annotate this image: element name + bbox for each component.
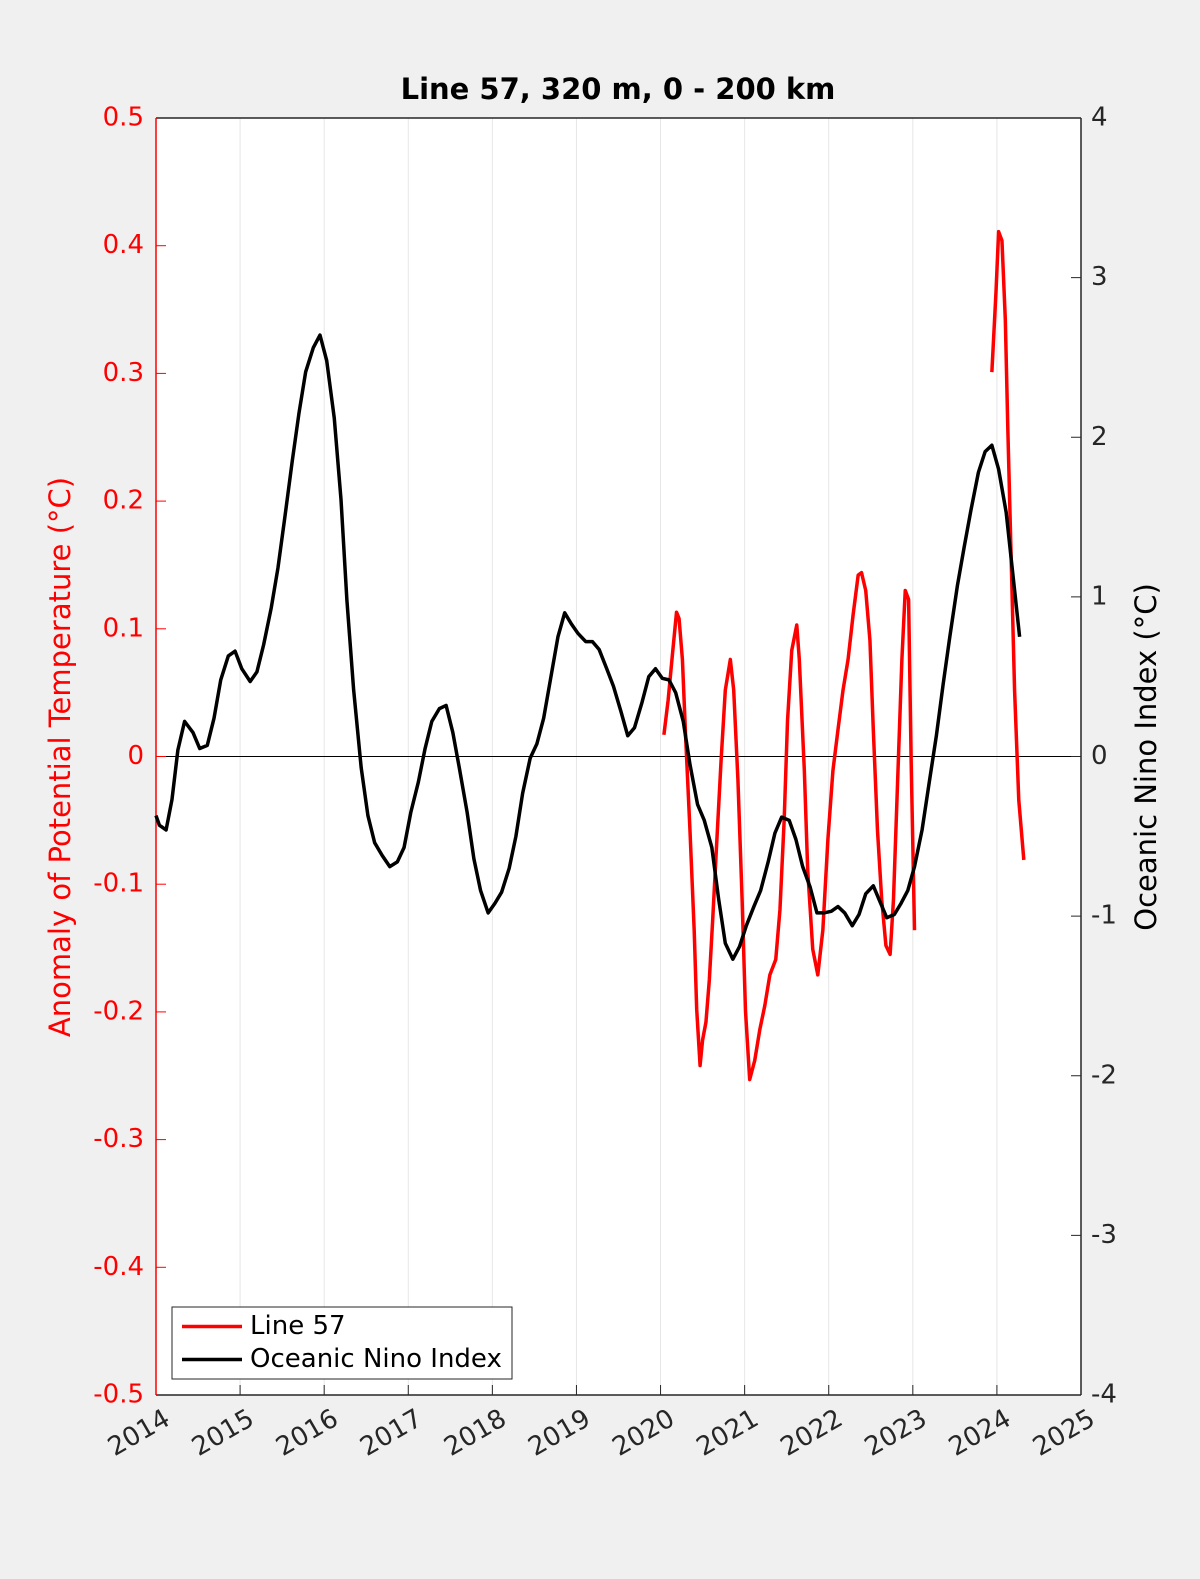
y-tick-label: 0 xyxy=(127,741,144,771)
y-tick-label: 0.4 xyxy=(103,230,144,260)
y2-tick-label: -3 xyxy=(1091,1220,1117,1250)
y2-tick-label: -1 xyxy=(1091,901,1117,931)
legend-box xyxy=(171,1306,513,1380)
y2-tick-label: 3 xyxy=(1091,262,1108,292)
y2-tick-label: 1 xyxy=(1091,581,1108,611)
y-tick-label: 0.1 xyxy=(103,613,144,643)
chart-title: Line 57, 320 m, 0 - 200 km xyxy=(401,72,836,106)
x-tick-label: 2023 xyxy=(860,1404,932,1463)
y2-tick-label: -4 xyxy=(1091,1380,1117,1410)
y2-tick-label: 4 xyxy=(1091,103,1108,133)
legend-label: Oceanic Nino Index xyxy=(250,1344,502,1374)
x-tick-label: 2025 xyxy=(1028,1404,1100,1463)
x-tick-label: 2014 xyxy=(103,1404,175,1463)
x-tick-label: 2021 xyxy=(692,1404,764,1463)
y-tick-label: -0.2 xyxy=(93,996,144,1026)
y-axis-label: Anomaly of Potential Temperature (°C) xyxy=(43,477,77,1037)
x-tick-label: 2016 xyxy=(271,1404,343,1463)
x-tick-label: 2015 xyxy=(187,1404,259,1463)
x-tick-label: 2018 xyxy=(439,1404,511,1463)
x-tick-label: 2024 xyxy=(944,1404,1016,1463)
y-tick-label: 0.3 xyxy=(103,358,144,388)
y2-tick-label: 2 xyxy=(1091,422,1108,452)
y-tick-label: 0.5 xyxy=(103,103,144,133)
x-tick-label: 2019 xyxy=(523,1404,595,1463)
data-line xyxy=(154,333,1022,961)
y-tick-label: -0.3 xyxy=(93,1124,144,1154)
y2-tick-label: -2 xyxy=(1091,1060,1117,1090)
data-line xyxy=(662,229,1026,1082)
x-tick-label: 2020 xyxy=(607,1404,679,1463)
y-tick-label: 0.2 xyxy=(103,486,144,516)
y2-axis-label: Oceanic Nino Index (°C) xyxy=(1129,583,1163,931)
x-tick-label: 2017 xyxy=(355,1404,427,1463)
x-tick-label: 2022 xyxy=(776,1404,848,1463)
legend-label: Line 57 xyxy=(250,1311,346,1341)
y2-tick-label: 0 xyxy=(1091,741,1108,771)
y-tick-label: -0.4 xyxy=(93,1252,144,1282)
y-tick-label: -0.1 xyxy=(93,869,144,899)
y-tick-label: -0.5 xyxy=(93,1380,144,1410)
